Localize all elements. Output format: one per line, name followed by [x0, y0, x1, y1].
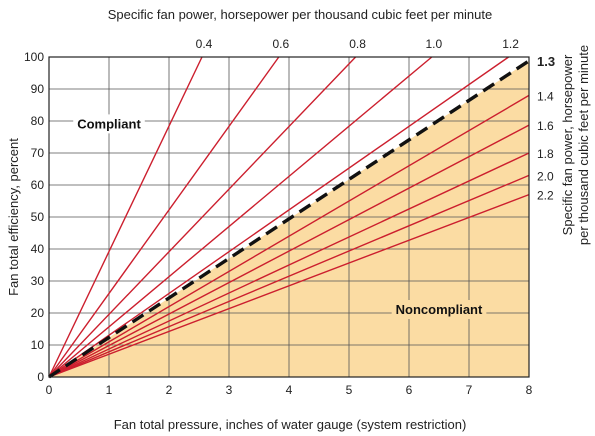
- region-label: Compliant: [77, 116, 141, 131]
- x-tick-label: 4: [286, 383, 293, 397]
- series-label: 0.4: [196, 37, 213, 51]
- series-label: 1.4: [537, 89, 554, 103]
- series-label: 2.2: [537, 189, 554, 203]
- plot-border: [48, 56, 530, 378]
- right-axis-title-line2: per thousand cubic feet per minute: [576, 45, 591, 245]
- series-label: 1.2: [502, 37, 519, 51]
- series-line: [48, 124, 530, 378]
- series-line: [48, 56, 433, 378]
- x-tick-label: 1: [106, 383, 113, 397]
- y-tick-label: 0: [37, 370, 44, 384]
- series-label: 1.0: [425, 37, 442, 51]
- series-line: [48, 174, 530, 378]
- y-tick-label: 70: [31, 146, 45, 160]
- region-labels: Compliant Noncompliant: [73, 114, 487, 319]
- right-axis-title-line1: Specific fan power, horsepower: [560, 54, 575, 235]
- x-tick-label: 3: [226, 383, 233, 397]
- series-line: [48, 56, 280, 378]
- y-tick-label: 50: [31, 210, 45, 224]
- series-line: [48, 94, 530, 378]
- x-tick-label: 0: [46, 383, 53, 397]
- series-line: [48, 56, 357, 378]
- y-tick-label: 30: [31, 274, 45, 288]
- region-label-background: [391, 300, 487, 319]
- y-tick-label: 90: [31, 82, 45, 96]
- y-tick-label: 60: [31, 178, 45, 192]
- y-tick-label: 80: [31, 114, 45, 128]
- x-tick-label: 8: [526, 383, 533, 397]
- chart-title: Specific fan power, horsepower per thous…: [108, 7, 492, 22]
- series-line: [48, 193, 530, 378]
- compliance-boundary-line: [48, 59, 530, 379]
- series-label: 0.6: [272, 37, 289, 51]
- series-label: 1.6: [537, 119, 554, 133]
- y-axis-title: Fan total efficiency, percent: [6, 138, 21, 296]
- region-label: Noncompliant: [396, 302, 483, 317]
- series-label: 1.8: [537, 147, 554, 161]
- x-tick-label: 7: [466, 383, 473, 397]
- x-tick-label: 2: [166, 383, 173, 397]
- series-label: 2.0: [537, 169, 554, 183]
- series-line: [48, 56, 509, 378]
- y-tick-label: 20: [31, 306, 45, 320]
- y-tick-label: 40: [31, 242, 45, 256]
- plot-frame: [48, 56, 530, 378]
- series-label: 1.3: [537, 54, 555, 69]
- x-axis-title: Fan total pressure, inches of water gaug…: [114, 417, 467, 432]
- x-tick-label: 6: [406, 383, 413, 397]
- region-label-background: [73, 114, 145, 134]
- series-lines: [48, 56, 530, 379]
- y-tick-label: 10: [31, 338, 45, 352]
- x-tick-label: 5: [346, 383, 353, 397]
- series-line: [48, 152, 530, 378]
- series-labels: 0.4 0.6 0.8 1.0 1.2 1.3 1.4 1.6 1.8 2.0 2.2: [196, 37, 555, 203]
- series-label: 0.8: [349, 37, 366, 51]
- series-line: [48, 56, 203, 378]
- y-tick-label: 100: [24, 50, 44, 64]
